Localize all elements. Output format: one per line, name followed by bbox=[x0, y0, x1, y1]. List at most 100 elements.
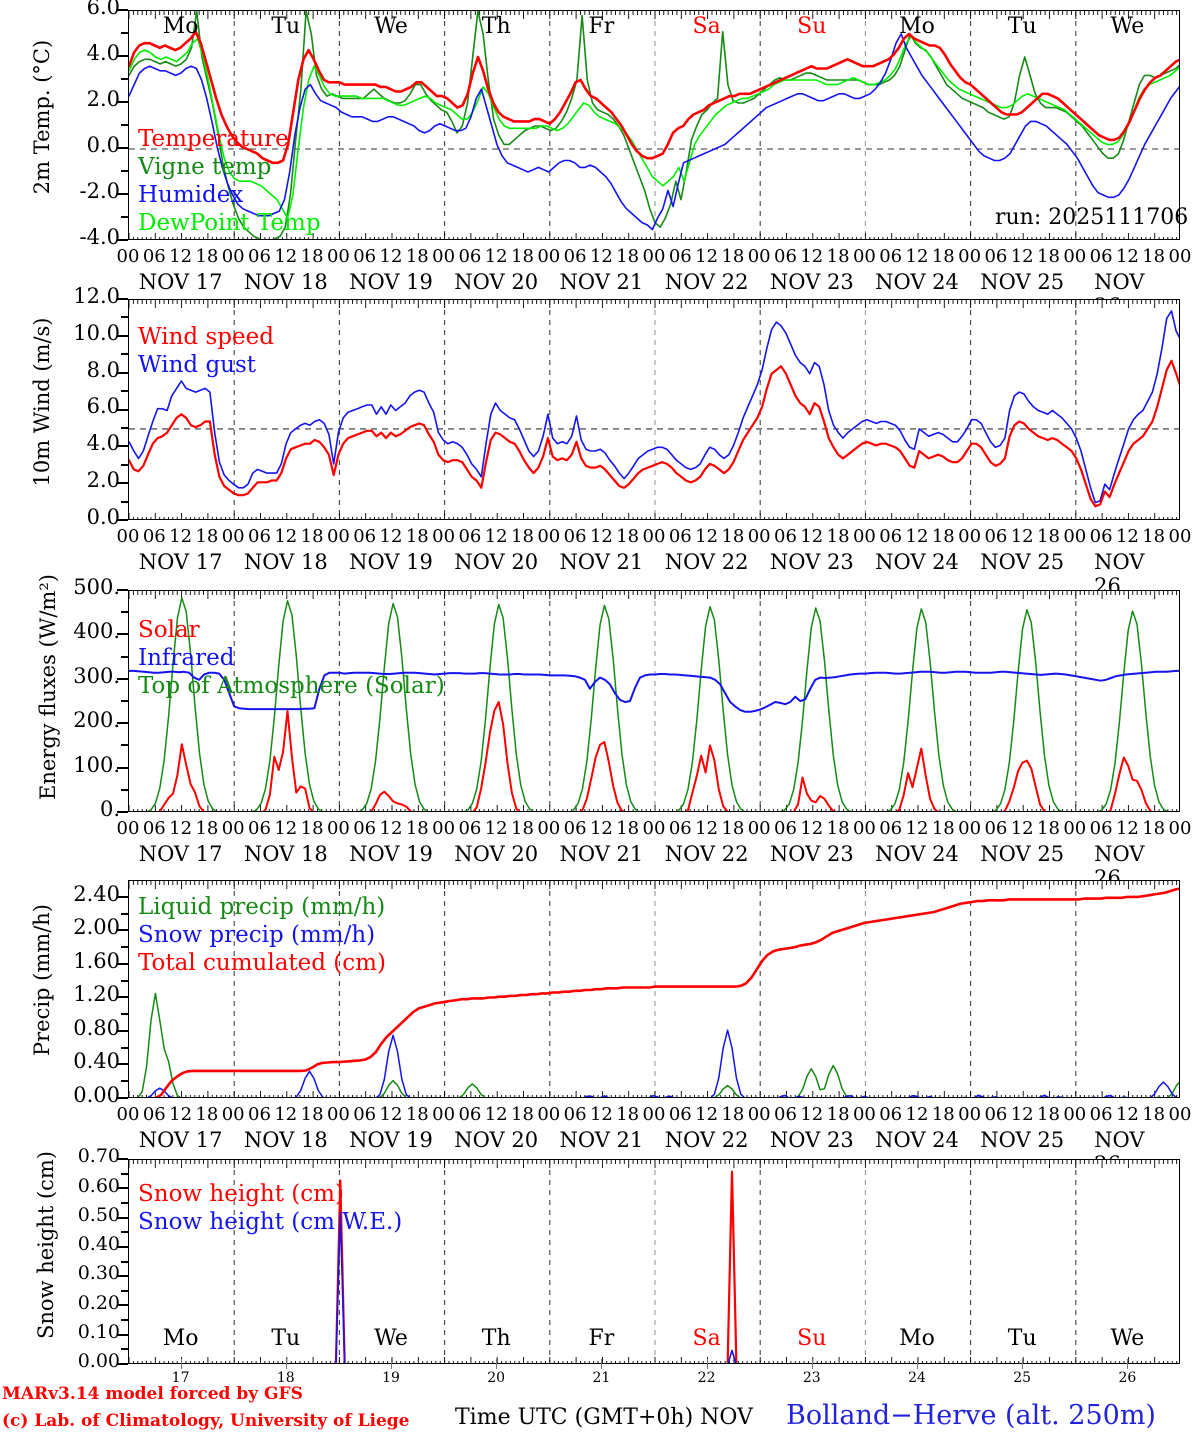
ytick-label: 0.00 bbox=[73, 1082, 120, 1107]
ytick-label: 0.40 bbox=[73, 1049, 120, 1074]
xtick-hour: 06 bbox=[668, 526, 692, 547]
ytick-mark bbox=[117, 811, 128, 813]
xtick-hour: 06 bbox=[984, 246, 1008, 267]
ytick-mark bbox=[117, 147, 128, 149]
xtick-day: NOV 21 bbox=[559, 270, 644, 294]
ytick-label: 0.40 bbox=[77, 1233, 120, 1256]
ytick-label: 400. bbox=[73, 619, 120, 644]
xtick-daynum-mark bbox=[496, 1359, 498, 1369]
ytick-minor-mark bbox=[121, 1013, 128, 1016]
xtick-hour: 18 bbox=[300, 526, 324, 547]
ytick-mark bbox=[117, 677, 128, 680]
xtick-hour: 00 bbox=[852, 246, 876, 267]
panel-snow: Snow height (cm) 0.70 0.60 0.50 0.40 0.30 0.2… bbox=[0, 1147, 1194, 1388]
panel-temperature: 2m Temp. (°C) 6.0 4.0 2.0 0.0 -2.0 -4.0 Tempe… bbox=[0, 0, 1194, 318]
xtick-hour: 00 bbox=[642, 818, 666, 839]
xtick-hour: 12 bbox=[589, 818, 613, 839]
xtick-hour: 06 bbox=[668, 818, 692, 839]
xtick-hour: 06 bbox=[353, 818, 377, 839]
xtick-hour: 06 bbox=[1089, 818, 1113, 839]
xtick-hour: 06 bbox=[458, 246, 482, 267]
xtick-hour: 18 bbox=[1142, 1104, 1166, 1125]
ytick-mark bbox=[117, 962, 128, 965]
xtick-hour: 06 bbox=[879, 246, 903, 267]
xtick-hour: 06 bbox=[1089, 526, 1113, 547]
xtick-hour: 00 bbox=[221, 1104, 245, 1125]
ytick-mark bbox=[117, 55, 128, 57]
ytick-label: 0.80 bbox=[73, 1015, 120, 1040]
ytick-label: 0.60 bbox=[77, 1174, 120, 1197]
xtick-day: NOV 20 bbox=[454, 270, 539, 294]
xtick-hour: 12 bbox=[1115, 526, 1139, 547]
footer-time-axis-label: Time UTC (GMT+0h) NOV bbox=[455, 1405, 753, 1430]
xtick-hour: 18 bbox=[931, 526, 955, 547]
ytick-mark bbox=[117, 589, 128, 591]
ytick-mark bbox=[117, 1097, 128, 1099]
ytick-mark bbox=[117, 519, 128, 521]
weekday-label: We bbox=[374, 1326, 408, 1351]
plot-snow bbox=[128, 1159, 1180, 1364]
xtick-hour: 18 bbox=[826, 246, 850, 267]
xtick-hour: 12 bbox=[1010, 526, 1034, 547]
weekday-label: Su bbox=[797, 14, 827, 39]
xtick-hour: 06 bbox=[879, 526, 903, 547]
xtick-day: NOV 19 bbox=[349, 550, 433, 574]
series-solar bbox=[158, 701, 1153, 811]
ytick-label: 4.0 bbox=[86, 40, 120, 65]
ytick-minor-mark bbox=[121, 1348, 128, 1351]
xtick-hour: 00 bbox=[852, 1104, 876, 1125]
ytick-mark bbox=[117, 371, 128, 374]
xtick-day: NOV 19 bbox=[349, 270, 433, 294]
ytick-minor-mark bbox=[121, 463, 128, 466]
ytick-label: 0.10 bbox=[77, 1320, 120, 1343]
xtick-hour: 00 bbox=[642, 1104, 666, 1125]
ytick-label: 1.60 bbox=[73, 948, 120, 973]
plot-energy bbox=[128, 590, 1180, 812]
series-temperature bbox=[129, 30, 1179, 165]
xtick-hour: 00 bbox=[1168, 526, 1192, 547]
xtick-hour: 00 bbox=[116, 246, 140, 267]
xtick-hour: 18 bbox=[511, 1104, 534, 1125]
plot-svg-snow bbox=[129, 1160, 1178, 1363]
weekday-label: Tu bbox=[1007, 1326, 1037, 1351]
xtick-hour: 06 bbox=[774, 246, 797, 267]
xtick-hour: 12 bbox=[484, 526, 508, 547]
xtick-hour: 18 bbox=[511, 818, 534, 839]
xtick-hour: 12 bbox=[589, 526, 613, 547]
ytick-minor-mark bbox=[121, 700, 128, 702]
weekday-label: We bbox=[1110, 1326, 1145, 1351]
ytick-mark bbox=[117, 929, 128, 932]
xtick-hour: 18 bbox=[195, 1104, 219, 1125]
xtick-daynum-mark bbox=[285, 1359, 287, 1369]
footer-location: Bolland−Herve (alt. 250m) bbox=[786, 1400, 1156, 1431]
xtick-day: NOV 24 bbox=[875, 550, 959, 574]
panel-wind: 10m Wind (m/s) 12.0 10.0 8.0 6.0 4.0 2.0 0.0 W… bbox=[0, 285, 1194, 598]
ytick-label: 2.40 bbox=[73, 881, 120, 906]
weekday-label: Sa bbox=[692, 14, 721, 39]
xtick-hour: 00 bbox=[432, 1104, 456, 1125]
legend-entry: Wind speed bbox=[138, 324, 274, 350]
weekday-label: Mo bbox=[899, 14, 935, 39]
xtick-daynum-mark bbox=[601, 1359, 603, 1369]
xtick-day: NOV 21 bbox=[559, 842, 644, 866]
weekday-label: Th bbox=[481, 1326, 511, 1351]
xtick-hour: 18 bbox=[721, 526, 745, 547]
ytick-mark bbox=[117, 239, 128, 241]
xtick-day: NOV 25 bbox=[980, 1128, 1065, 1152]
ytick-mark bbox=[117, 1187, 128, 1190]
xtick-hour: 18 bbox=[616, 1104, 640, 1125]
ytick-minor-mark bbox=[121, 979, 128, 982]
xtick-hour: 06 bbox=[248, 818, 271, 839]
legend-entry: Wind gust bbox=[138, 352, 257, 379]
ytick-label: 0.0 bbox=[86, 132, 120, 157]
ytick-minor-mark bbox=[121, 1201, 128, 1204]
ytick-label: 1.20 bbox=[73, 982, 120, 1007]
ytick-label: 0. bbox=[99, 796, 120, 821]
xtick-hour: 00 bbox=[116, 526, 140, 547]
ytick-mark bbox=[117, 1158, 128, 1160]
xtick-hour: 12 bbox=[1115, 1104, 1139, 1125]
legend-entry: Humidex bbox=[138, 182, 244, 209]
xtick-hour: 18 bbox=[1142, 526, 1166, 547]
xtick-day: NOV 20 bbox=[454, 842, 539, 866]
xtick-hour: 00 bbox=[1063, 1104, 1087, 1125]
